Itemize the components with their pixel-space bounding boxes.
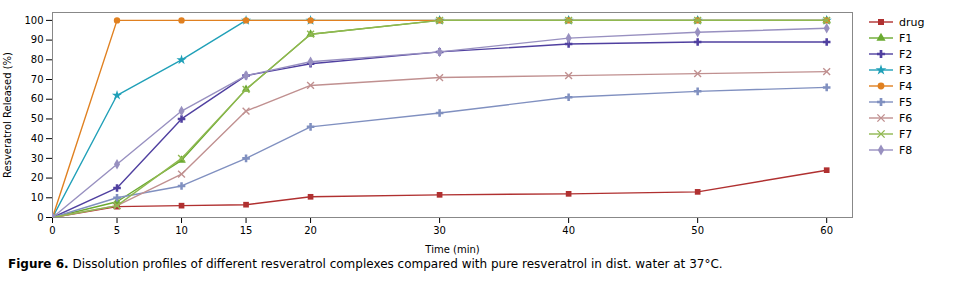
html-text:F8: F8 [899, 143, 913, 157]
svg-text:15: 15 [240, 225, 253, 236]
html-text:F6: F6 [899, 111, 913, 125]
svg-text:60: 60 [31, 93, 44, 104]
svg-text:40: 40 [31, 133, 44, 144]
svg-text:5: 5 [114, 225, 120, 236]
svg-text:90: 90 [31, 34, 44, 45]
svg-text:20: 20 [304, 225, 317, 236]
svg-text:30: 30 [433, 225, 446, 236]
svg-text:Time (min): Time (min) [424, 244, 479, 255]
svg-text:10: 10 [175, 225, 188, 236]
html-text:F7: F7 [899, 127, 913, 141]
html-text:F2: F2 [899, 47, 913, 61]
svg-text:50: 50 [691, 225, 704, 236]
svg-text:60: 60 [820, 225, 833, 236]
svg-text:50: 50 [31, 113, 44, 124]
svg-text:30: 30 [31, 153, 44, 164]
svg-text:0: 0 [37, 212, 43, 223]
svg-text:80: 80 [31, 54, 44, 65]
html-text:F3: F3 [899, 63, 913, 77]
svg-text:Resveratrol Released (%): Resveratrol Released (%) [2, 52, 13, 178]
html-text:drug: drug [899, 15, 925, 29]
svg-text:0: 0 [49, 225, 55, 236]
html-text:F5: F5 [899, 95, 913, 109]
svg-text:10: 10 [31, 192, 44, 203]
svg-text:20: 20 [31, 172, 44, 183]
html-text:F1: F1 [899, 31, 913, 45]
html-text:Figure 6. Dissolution profiles: Figure 6. Dissolution profiles of differ… [8, 257, 723, 271]
svg-text:70: 70 [31, 74, 44, 85]
html-text:F4: F4 [899, 79, 913, 93]
svg-text:40: 40 [562, 225, 575, 236]
svg-text:100: 100 [24, 15, 43, 26]
